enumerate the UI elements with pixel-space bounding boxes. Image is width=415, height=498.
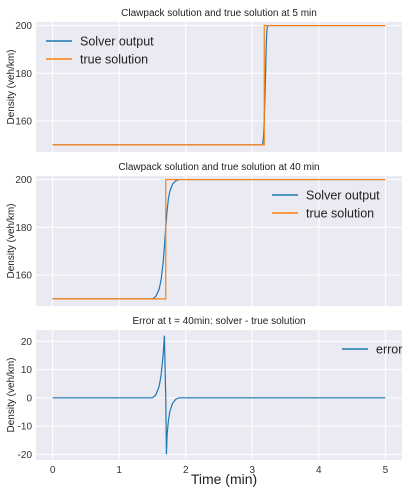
- subplot-3: 0 1 2 3 4 5 -20 -10 0 10 20 Error at t = 40min: sol…: [6, 316, 402, 476]
- x-tick-label: 5: [383, 465, 389, 476]
- y-tick-label: 160: [15, 116, 32, 127]
- series-line-true-solution: [52, 178, 386, 300]
- y-tick-label: 200: [15, 175, 32, 186]
- y-axis-label: Density (veh/km): [6, 357, 17, 432]
- legend-label: Solver output: [306, 189, 380, 203]
- x-axis-label: Time (min): [191, 471, 257, 487]
- y-tick-label: 180: [15, 69, 32, 80]
- x-tick-label: 4: [316, 465, 322, 476]
- x-tick-label: 3: [249, 465, 255, 476]
- x-tick-label: 1: [116, 465, 122, 476]
- plot-area: [36, 22, 402, 152]
- y-tick-label: 0: [26, 393, 32, 404]
- y-tick-label: -10: [18, 422, 33, 433]
- subplot-title: Clawpack solution and true solution at 5…: [121, 8, 317, 19]
- series-line-solver-output: [52, 24, 386, 146]
- y-tick-label: 200: [15, 21, 32, 32]
- legend-label: true solution: [80, 53, 148, 67]
- legend: Solver output true solution: [272, 189, 380, 221]
- x-tick-label: 2: [183, 465, 189, 476]
- x-tick-label: 0: [50, 465, 56, 476]
- y-tick-label: -20: [18, 450, 33, 461]
- series-line-true-solution: [52, 24, 386, 146]
- plot-area: [36, 330, 402, 460]
- y-tick-label: 20: [21, 337, 33, 348]
- legend: error: [342, 343, 402, 357]
- y-tick-label: 180: [15, 223, 32, 234]
- y-axis-label: Density (veh/km): [6, 203, 17, 278]
- subplot-1: 160 180 200 Clawpack solution and true solu…: [6, 8, 402, 152]
- subplot-title: Error at t = 40min: solver - true soluti…: [132, 316, 305, 327]
- subplot-title: Clawpack solution and true solution at 4…: [118, 162, 319, 173]
- y-tick-label: 10: [21, 365, 33, 376]
- legend-label: error: [376, 343, 402, 357]
- y-axis-label: Density (veh/km): [6, 49, 17, 124]
- legend-label: Solver output: [80, 35, 154, 49]
- legend-label: true solution: [306, 207, 374, 221]
- legend: Solver output true solution: [46, 35, 154, 67]
- subplot-2: 160 180 200 Clawpack solution and true solu…: [6, 162, 402, 306]
- plot-area: [36, 176, 402, 306]
- y-tick-label: 160: [15, 270, 32, 281]
- series-line-error: [52, 335, 386, 455]
